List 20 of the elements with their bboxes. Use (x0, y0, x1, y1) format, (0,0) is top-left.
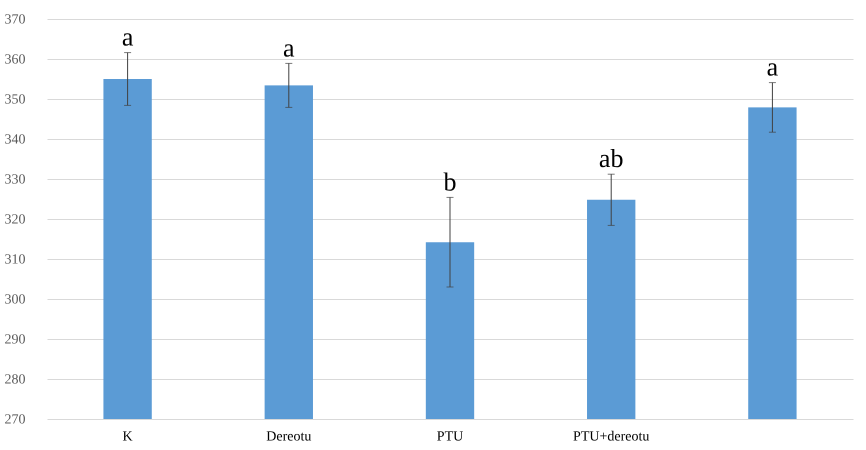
x-tick-label: PTU+dereotu (573, 430, 650, 444)
data-label: ab (598, 144, 624, 174)
y-tick-label: 370 (4, 12, 26, 28)
y-tick-label: 360 (4, 52, 26, 68)
y-tick-label: 350 (4, 92, 26, 108)
y-tick-label: 290 (4, 332, 26, 348)
y-tick-label: 270 (4, 412, 26, 428)
y-tick-label: 280 (4, 372, 26, 388)
x-tick-label: K (122, 430, 133, 444)
data-label: a (766, 52, 779, 82)
data-label: a (283, 33, 296, 62)
y-tick-label: 340 (4, 132, 26, 148)
y-tick-label: 300 (4, 292, 26, 308)
y-tick-label: 330 (4, 172, 26, 188)
x-tick-label: PTU (436, 430, 464, 444)
y-tick-label: 310 (4, 252, 26, 268)
data-label: a (122, 22, 134, 52)
y-tick-label: 320 (4, 212, 26, 228)
x-tick-label: Dereotu (266, 430, 312, 444)
data-label: b (444, 167, 456, 196)
